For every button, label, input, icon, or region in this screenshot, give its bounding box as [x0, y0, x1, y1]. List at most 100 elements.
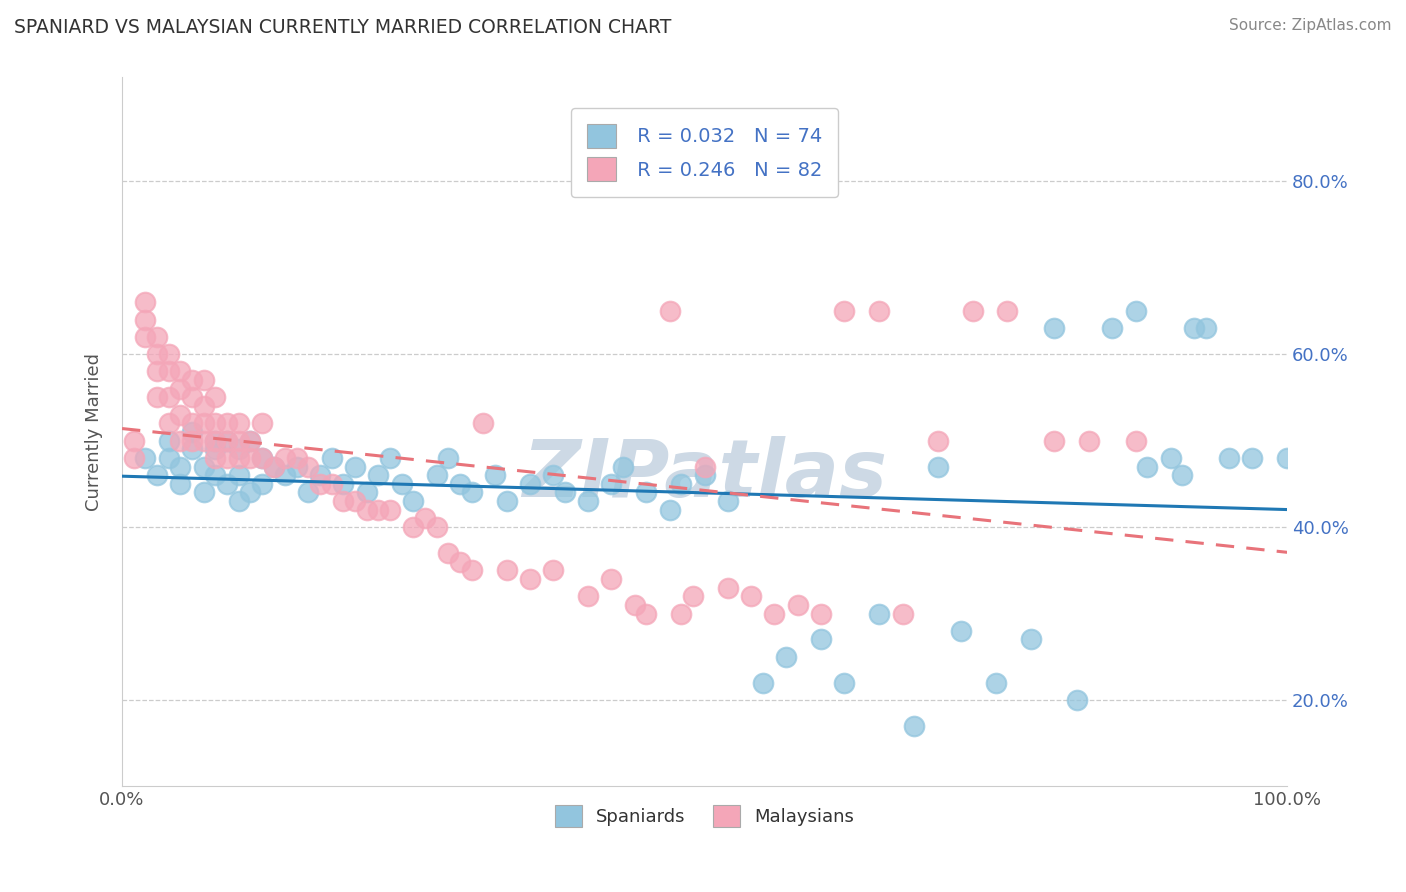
Point — [215, 476, 238, 491]
Point — [239, 450, 262, 465]
Point — [495, 494, 517, 508]
Point — [215, 417, 238, 431]
Text: ZIPatlas: ZIPatlas — [522, 435, 887, 514]
Point — [134, 312, 156, 326]
Point — [356, 485, 378, 500]
Point — [519, 572, 541, 586]
Point — [228, 434, 250, 448]
Point — [193, 417, 215, 431]
Point — [239, 485, 262, 500]
Point — [122, 450, 145, 465]
Point — [576, 589, 599, 603]
Point — [1136, 459, 1159, 474]
Point — [378, 450, 401, 465]
Point — [250, 450, 273, 465]
Point — [1182, 321, 1205, 335]
Point — [426, 468, 449, 483]
Point — [204, 417, 226, 431]
Point — [402, 494, 425, 508]
Point — [1125, 304, 1147, 318]
Point — [204, 468, 226, 483]
Point — [1043, 321, 1066, 335]
Point — [321, 476, 343, 491]
Point — [460, 485, 482, 500]
Point — [193, 399, 215, 413]
Point — [391, 476, 413, 491]
Point — [600, 476, 623, 491]
Point — [204, 434, 226, 448]
Legend: Spaniards, Malaysians: Spaniards, Malaysians — [547, 797, 862, 834]
Point — [554, 485, 576, 500]
Point — [157, 364, 180, 378]
Point — [1019, 632, 1042, 647]
Point — [1218, 450, 1240, 465]
Point — [576, 494, 599, 508]
Point — [181, 425, 204, 439]
Point — [146, 330, 169, 344]
Text: SPANIARD VS MALAYSIAN CURRENTLY MARRIED CORRELATION CHART: SPANIARD VS MALAYSIAN CURRENTLY MARRIED … — [14, 18, 672, 37]
Point — [146, 364, 169, 378]
Point — [671, 607, 693, 621]
Point — [541, 563, 564, 577]
Point — [146, 468, 169, 483]
Point — [426, 520, 449, 534]
Point — [927, 434, 949, 448]
Point — [413, 511, 436, 525]
Point — [181, 417, 204, 431]
Point — [215, 450, 238, 465]
Point — [169, 434, 191, 448]
Point — [169, 408, 191, 422]
Point — [181, 434, 204, 448]
Point — [134, 330, 156, 344]
Point — [693, 459, 716, 474]
Point — [157, 347, 180, 361]
Point — [740, 589, 762, 603]
Point — [263, 459, 285, 474]
Point — [600, 572, 623, 586]
Point — [157, 390, 180, 404]
Point — [693, 468, 716, 483]
Point — [250, 417, 273, 431]
Point — [193, 485, 215, 500]
Point — [250, 476, 273, 491]
Point — [169, 364, 191, 378]
Point — [717, 494, 740, 508]
Point — [834, 675, 856, 690]
Point — [810, 632, 832, 647]
Point — [181, 442, 204, 457]
Point — [378, 503, 401, 517]
Point — [810, 607, 832, 621]
Point — [228, 468, 250, 483]
Point — [134, 295, 156, 310]
Point — [834, 304, 856, 318]
Point — [239, 434, 262, 448]
Point — [204, 450, 226, 465]
Point — [274, 468, 297, 483]
Point — [763, 607, 786, 621]
Point — [484, 468, 506, 483]
Point — [367, 468, 389, 483]
Point — [984, 675, 1007, 690]
Point — [146, 347, 169, 361]
Point — [228, 417, 250, 431]
Point — [868, 607, 890, 621]
Point — [169, 476, 191, 491]
Point — [204, 442, 226, 457]
Point — [309, 476, 332, 491]
Point — [204, 434, 226, 448]
Point — [157, 450, 180, 465]
Point — [332, 476, 354, 491]
Point — [903, 719, 925, 733]
Point — [519, 476, 541, 491]
Point — [682, 589, 704, 603]
Point — [297, 459, 319, 474]
Point — [962, 304, 984, 318]
Point — [449, 476, 471, 491]
Point — [356, 503, 378, 517]
Point — [717, 581, 740, 595]
Point — [204, 390, 226, 404]
Point — [239, 434, 262, 448]
Point — [274, 450, 297, 465]
Point — [636, 485, 658, 500]
Point — [472, 417, 495, 431]
